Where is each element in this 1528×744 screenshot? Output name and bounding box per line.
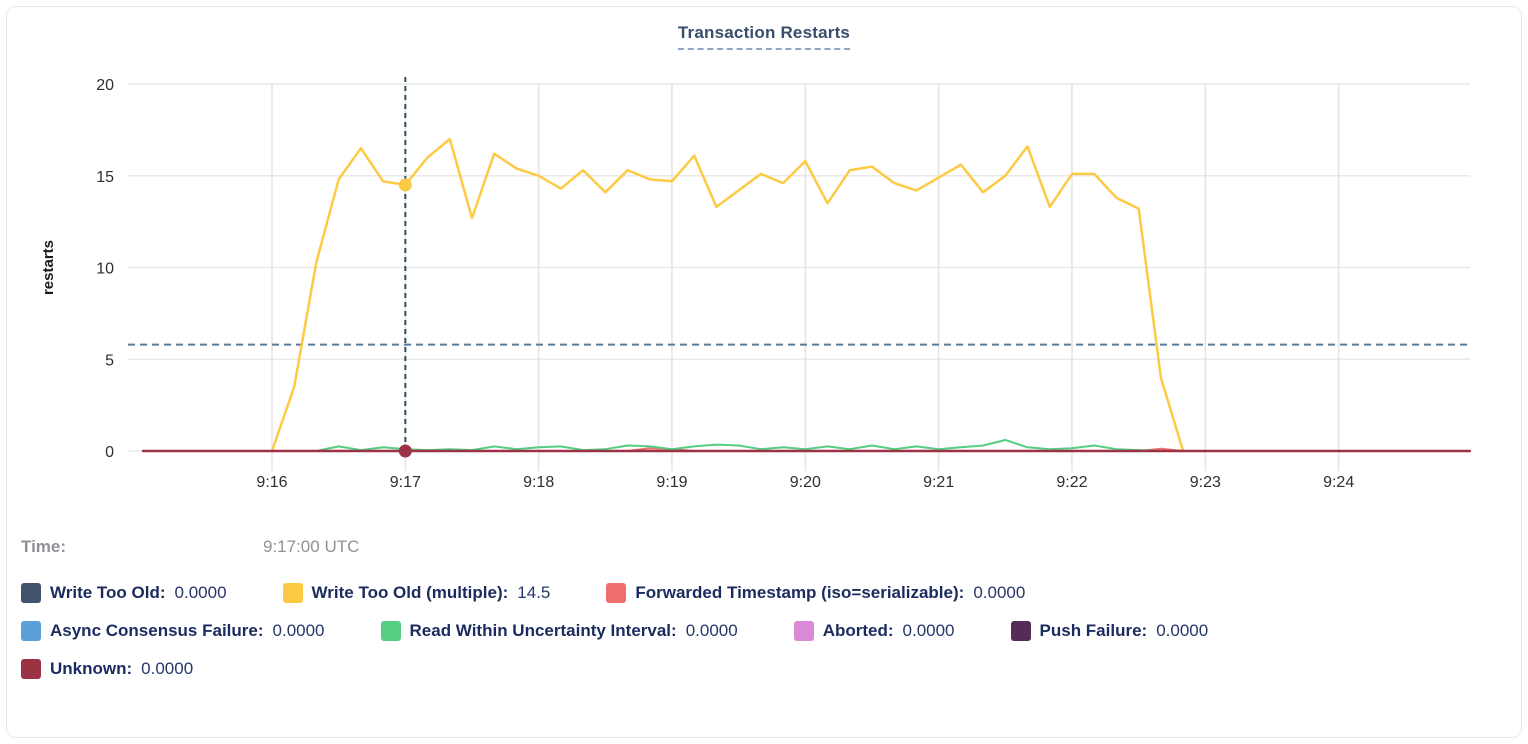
legend-value: 0.0000 [973, 583, 1026, 602]
legend-label: Write Too Old (multiple): [311, 583, 509, 602]
legend-swatch-push-failure [1010, 621, 1031, 641]
legend-value: 0.0000 [902, 621, 955, 640]
legend-item-aborted: Aborted: 0.0000 [793, 621, 955, 641]
legend-item-write-too-old: Write Too Old: 0.0000 [21, 583, 227, 603]
y-tick-label: 0 [105, 444, 114, 461]
legend-label: Async Consensus Failure: [50, 621, 264, 640]
legend-swatch-unknown [21, 659, 41, 679]
legend-swatch-aborted [793, 621, 814, 641]
legend-swatch-read-within-uncertainty-interval [380, 621, 401, 641]
x-tick-label: 9:24 [1323, 474, 1354, 491]
y-tick-label: 5 [105, 352, 114, 369]
y-axis-label: restarts [40, 240, 57, 295]
time-value: 9:17:00 UTC [263, 537, 360, 556]
x-tick-label: 9:16 [256, 474, 287, 491]
chart-card: Transaction Restarts 0 5 10 15 20 9:16 9:17 9:1… [6, 6, 1522, 738]
x-tick-label: 9:22 [1056, 474, 1087, 491]
legend-row: Async Consensus Failure: 0.0000 Read Withi… [21, 621, 1521, 641]
hover-time-row: Time: 9:17:00 UTC [7, 537, 1521, 557]
crosshair-dot-write-too-old-multiple [398, 178, 412, 192]
legend-item-read-within-uncertainty-interval: Read Within Uncertainty Interval: 0.0000 [380, 621, 738, 641]
series-line-read-within-uncertainty-interval [315, 439, 1185, 452]
legend-swatch-forwarded-timestamp-iso-serializable [606, 583, 627, 603]
legend-swatch-write-too-old [21, 583, 41, 603]
legend-label: Unknown: [50, 659, 133, 678]
legend-label: Forwarded Timestamp (iso=serializable): [635, 583, 965, 602]
x-tick-label: 9:20 [790, 474, 821, 491]
legend-item-push-failure: Push Failure: 0.0000 [1010, 621, 1209, 641]
series-lines [141, 137, 1472, 453]
time-label: Time: [21, 537, 67, 556]
crosshair-dot-unknown [398, 444, 412, 458]
legend-swatch-async-consensus-failure [21, 621, 41, 641]
x-tick-label: 9:19 [656, 474, 687, 491]
y-tick-label: 10 [96, 261, 114, 278]
legend-item-async-consensus-failure: Async Consensus Failure: 0.0000 [21, 621, 325, 641]
legend-value: 0.0000 [272, 621, 325, 640]
y-tick-label: 15 [96, 169, 114, 186]
x-tick-label: 9:21 [923, 474, 954, 491]
legend-label: Push Failure: [1039, 621, 1148, 640]
legend-value: 0.0000 [141, 659, 194, 678]
legend-row: Unknown: 0.0000 [21, 659, 1521, 679]
legend-item-unknown: Unknown: 0.0000 [21, 659, 193, 679]
legend-value: 0.0000 [174, 583, 227, 602]
transaction-restarts-chart[interactable]: 0 5 10 15 20 9:16 9:17 9:18 9:19 9:20 9:21 9:22 9:23… [7, 63, 1522, 523]
legend-label: Read Within Uncertainty Interval: [409, 621, 677, 640]
y-gridlines: 0 5 10 15 20 [96, 77, 1470, 461]
chart-legend: Write Too Old: 0.0000 Write Too Old (multi… [7, 583, 1521, 679]
legend-label: Write Too Old: [50, 583, 166, 602]
chart-title: Transaction Restarts [677, 23, 851, 50]
legend-row: Write Too Old: 0.0000 Write Too Old (multi… [21, 583, 1521, 603]
x-tick-label: 9:17 [390, 474, 421, 491]
chart-header: Transaction Restarts [7, 23, 1521, 59]
legend-value: 14.5 [517, 583, 551, 602]
legend-item-forwarded-timestamp-iso-serializable: Forwarded Timestamp (iso=serializable): 0… [606, 583, 1025, 603]
legend-value: 0.0000 [685, 621, 738, 640]
y-tick-label: 20 [96, 77, 114, 94]
legend-swatch-write-too-old-multiple [282, 583, 303, 603]
legend-label: Aborted: [822, 621, 894, 640]
series-line-write-too-old-multiple [270, 137, 1185, 453]
legend-value: 0.0000 [1156, 621, 1209, 640]
x-gridlines: 9:16 9:17 9:18 9:19 9:20 9:21 9:22 9:23 9:24 [256, 84, 1354, 491]
x-tick-label: 9:18 [523, 474, 554, 491]
legend-item-write-too-old-multiple: Write Too Old (multiple): 14.5 [282, 583, 551, 603]
x-tick-label: 9:23 [1190, 474, 1221, 491]
